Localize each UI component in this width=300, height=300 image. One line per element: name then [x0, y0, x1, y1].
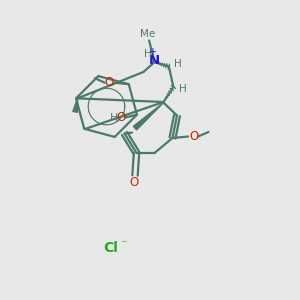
Text: O: O — [130, 176, 139, 190]
Text: H: H — [110, 113, 118, 123]
Text: H: H — [144, 49, 152, 59]
Text: Me: Me — [140, 29, 155, 39]
Text: H: H — [174, 59, 182, 69]
Text: ⁻: ⁻ — [120, 238, 126, 251]
Text: H: H — [178, 83, 186, 94]
Polygon shape — [73, 98, 78, 112]
Polygon shape — [134, 103, 164, 130]
Text: O: O — [104, 76, 113, 89]
Text: O: O — [117, 111, 126, 124]
Text: O: O — [189, 130, 198, 143]
Text: N: N — [149, 54, 160, 67]
Text: Cl: Cl — [103, 241, 118, 254]
Text: +: + — [148, 47, 156, 57]
